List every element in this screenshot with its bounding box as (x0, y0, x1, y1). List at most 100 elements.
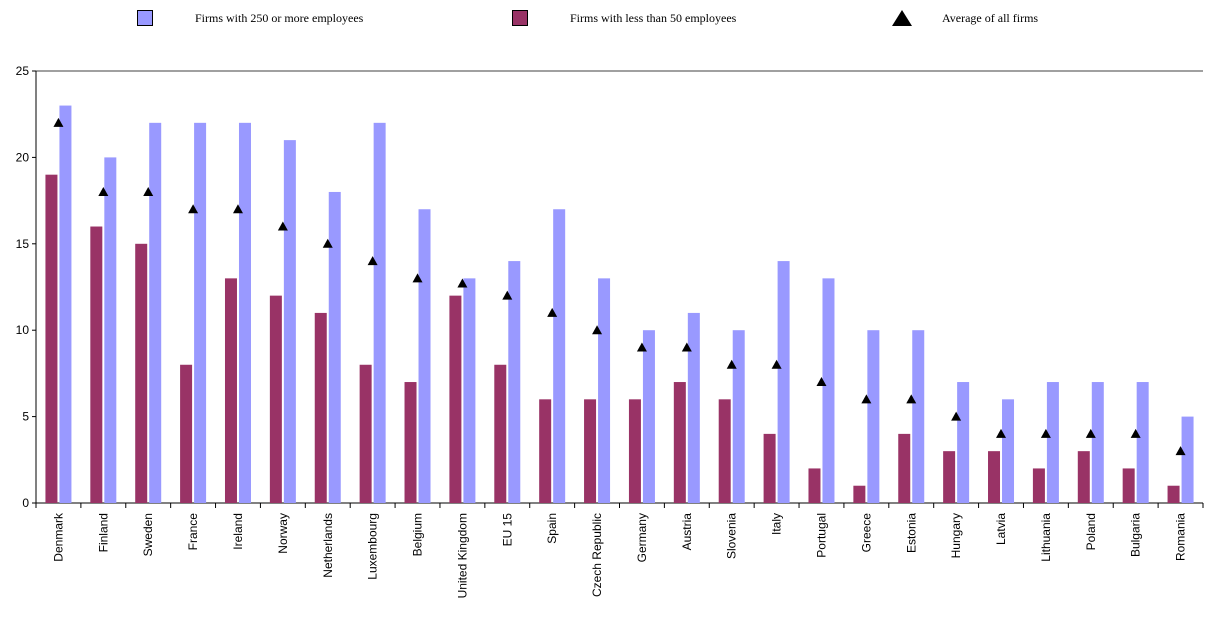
x-category-label: Luxembourg (366, 513, 380, 580)
bar-large-firms (104, 157, 117, 503)
bar-small-firms (628, 399, 641, 503)
x-category-label: Portugal (814, 513, 828, 558)
bar-large-firms (687, 312, 700, 503)
bar-small-firms (359, 364, 372, 503)
bar-small-firms (224, 278, 237, 503)
marker-average (277, 221, 288, 231)
y-tick-label: 25 (16, 64, 30, 78)
marker-average (547, 307, 558, 317)
bar-small-firms (763, 433, 776, 503)
bar-small-firms (1167, 485, 1180, 503)
bar-large-firms (1046, 382, 1059, 503)
legend-swatch-large-firms (137, 10, 153, 26)
bar-small-firms (45, 174, 58, 503)
marker-average (771, 359, 782, 369)
bar-large-firms (1002, 399, 1015, 503)
legend-item-average: Average of all firms (892, 8, 1038, 28)
bar-small-firms (135, 243, 148, 504)
bar-small-firms (494, 364, 507, 503)
bar-small-firms (90, 226, 103, 503)
bar-large-firms (732, 330, 745, 503)
bar-large-firms (822, 278, 835, 503)
y-tick-label: 15 (16, 237, 30, 251)
bar-small-firms (718, 399, 731, 503)
bar-large-firms (59, 105, 72, 503)
bar-large-firms (283, 140, 296, 503)
marker-average (1040, 428, 1051, 438)
marker-average (951, 411, 962, 421)
legend-item-small-firms: Firms with less than 50 employees (512, 8, 736, 28)
x-category-label: Bulgaria (1129, 513, 1143, 557)
x-category-label: Slovenia (725, 513, 739, 559)
bar-small-firms (853, 485, 866, 503)
legend-label-average: Average of all firms (942, 10, 1039, 25)
x-category-label: Ireland (231, 513, 245, 550)
x-category-label: Romania (1174, 513, 1188, 561)
bar-small-firms (449, 295, 462, 503)
x-category-label: Finland (96, 513, 110, 552)
bar-large-firms (194, 122, 207, 503)
legend-swatch-small-firms (512, 10, 528, 26)
x-category-label: France (186, 513, 200, 551)
bar-small-firms (898, 433, 911, 503)
x-category-label: Lithuania (1039, 513, 1053, 562)
marker-average (592, 325, 603, 335)
marker-average (232, 204, 243, 214)
x-category-label: United Kingdom (455, 513, 469, 598)
x-category-label: Netherlands (321, 513, 335, 578)
bar-small-firms (1077, 451, 1090, 503)
marker-average (1130, 428, 1141, 438)
x-category-label: EU 15 (500, 513, 514, 547)
bar-large-firms (328, 191, 341, 503)
bar-large-firms (463, 278, 476, 503)
marker-average (502, 290, 513, 300)
marker-average (1175, 446, 1186, 456)
x-category-label: Czech Republic (590, 513, 604, 597)
bar-large-firms (1136, 382, 1149, 503)
bar-small-firms (584, 399, 597, 503)
bar-small-firms (269, 295, 282, 503)
legend-label-large-firms: Firms with 250 or more employees (195, 10, 364, 25)
bar-large-firms (777, 261, 790, 503)
bar-large-firms (418, 209, 431, 504)
bar-large-firms (149, 122, 162, 503)
x-category-label: Spain (545, 513, 559, 544)
x-category-label: Austria (680, 513, 694, 551)
marker-average (996, 428, 1007, 438)
bar-large-firms (598, 278, 611, 503)
y-tick-label: 0 (22, 496, 29, 510)
bar-large-firms (553, 209, 566, 504)
x-category-label: Estonia (904, 513, 918, 553)
y-tick-label: 5 (22, 410, 29, 424)
legend-label-small-firms: Firms with less than 50 employees (570, 10, 737, 25)
bar-small-firms (539, 399, 552, 503)
x-category-label: Norway (276, 513, 290, 554)
bar-small-firms (1032, 468, 1045, 503)
marker-average (636, 342, 647, 352)
bar-large-firms (957, 382, 970, 503)
bar-large-firms (508, 261, 521, 503)
x-category-label: Poland (1084, 513, 1098, 550)
bar-large-firms (1091, 382, 1104, 503)
marker-average (53, 117, 64, 127)
bar-large-firms (867, 330, 880, 503)
x-category-label: Italy (770, 513, 784, 535)
legend-item-large-firms: Firms with 250 or more employees (137, 8, 363, 28)
marker-average (367, 256, 378, 266)
x-category-label: Germany (635, 513, 649, 562)
marker-average (143, 186, 154, 196)
marker-average (457, 278, 468, 288)
bar-small-firms (988, 451, 1001, 503)
marker-average (322, 238, 333, 248)
x-category-label: Hungary (949, 513, 963, 558)
bar-large-firms (1181, 416, 1194, 503)
bar-small-firms (673, 382, 686, 503)
bar-small-firms (314, 312, 327, 503)
x-category-label: Sweden (141, 513, 155, 556)
x-category-label: Denmark (51, 512, 65, 562)
y-tick-label: 20 (16, 150, 30, 164)
bar-small-firms (808, 468, 821, 503)
marker-average (861, 394, 872, 404)
bar-small-firms (943, 451, 956, 503)
